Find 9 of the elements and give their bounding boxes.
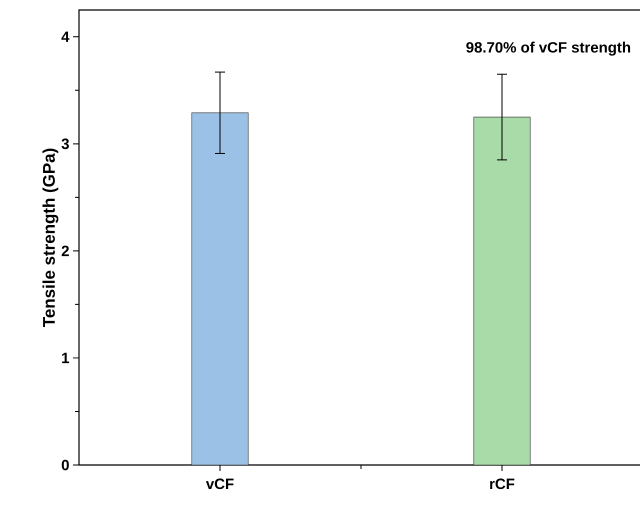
y-tick-label: 3 — [62, 138, 69, 150]
y-tick-label: 1 — [62, 352, 70, 364]
x-tick-label: rCF — [490, 478, 514, 490]
y-tick-label: 0 — [62, 460, 69, 470]
y-tick-label: 2 — [62, 246, 69, 256]
y-tick-label: 4 — [61, 32, 70, 42]
annotation: 98.70% of vCF strength — [466, 42, 630, 56]
x-tick-label: vCF — [206, 478, 234, 490]
y-axis-title: Tensile strength (GPa) — [42, 148, 58, 328]
